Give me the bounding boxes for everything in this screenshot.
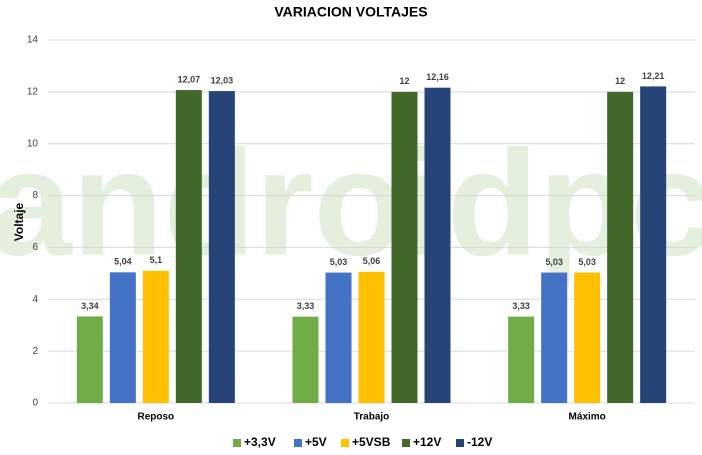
value-label: 12,03 — [211, 75, 234, 85]
legend-label: +5V — [305, 435, 327, 449]
bar — [325, 272, 352, 403]
y-axis-label: Voltaje — [12, 202, 26, 241]
bar — [574, 272, 601, 403]
bar — [76, 316, 103, 403]
value-label: 3,34 — [81, 301, 99, 311]
legend-label: -12V — [467, 435, 492, 449]
bar — [424, 87, 451, 404]
y-tick-label: 12 — [27, 86, 39, 97]
bar — [175, 90, 202, 403]
value-label: 5,1 — [150, 255, 163, 265]
y-tick-label: 0 — [32, 398, 38, 409]
bar — [208, 91, 235, 403]
y-tick-label: 2 — [32, 346, 38, 357]
y-tick-label: 10 — [27, 138, 39, 149]
legend-swatch — [402, 439, 410, 447]
x-tick-label: Máximo — [569, 412, 606, 423]
bar — [607, 91, 634, 403]
legend-swatch — [341, 439, 349, 447]
watermark: androidpc — [0, 119, 702, 287]
bar — [391, 91, 418, 403]
bar — [541, 272, 568, 403]
y-tick-label: 14 — [27, 35, 39, 46]
bar — [142, 270, 169, 403]
value-label: 5,03 — [578, 257, 596, 267]
y-tick-label: 4 — [32, 294, 38, 305]
bar — [508, 316, 535, 403]
legend-label: +5VSB — [352, 435, 391, 449]
value-label: 5,03 — [545, 257, 563, 267]
legend-label: +12V — [413, 435, 441, 449]
y-tick-label: 8 — [32, 190, 38, 201]
y-tick-label: 6 — [32, 242, 38, 253]
bar — [109, 272, 136, 403]
bar — [640, 86, 667, 403]
value-label: 12,16 — [426, 72, 449, 82]
legend-label: +3,3V — [244, 435, 276, 449]
chart-title: VARIACION VOLTAJES — [274, 4, 427, 20]
value-label: 12 — [615, 76, 625, 86]
value-label: 5,03 — [330, 257, 348, 267]
value-label: 5,06 — [363, 256, 381, 266]
value-label: 3,33 — [297, 301, 315, 311]
legend-swatch — [294, 439, 302, 447]
value-label: 12,21 — [642, 71, 665, 81]
value-label: 12,07 — [178, 74, 201, 84]
bar — [358, 271, 385, 403]
value-label: 3,33 — [512, 301, 530, 311]
x-tick-label: Trabajo — [354, 412, 390, 423]
legend-swatch — [456, 439, 464, 447]
x-tick-label: Reposo — [137, 412, 174, 423]
legend-swatch — [233, 439, 241, 447]
value-label: 5,04 — [114, 257, 132, 267]
bar — [292, 316, 319, 403]
value-label: 12 — [399, 76, 409, 86]
